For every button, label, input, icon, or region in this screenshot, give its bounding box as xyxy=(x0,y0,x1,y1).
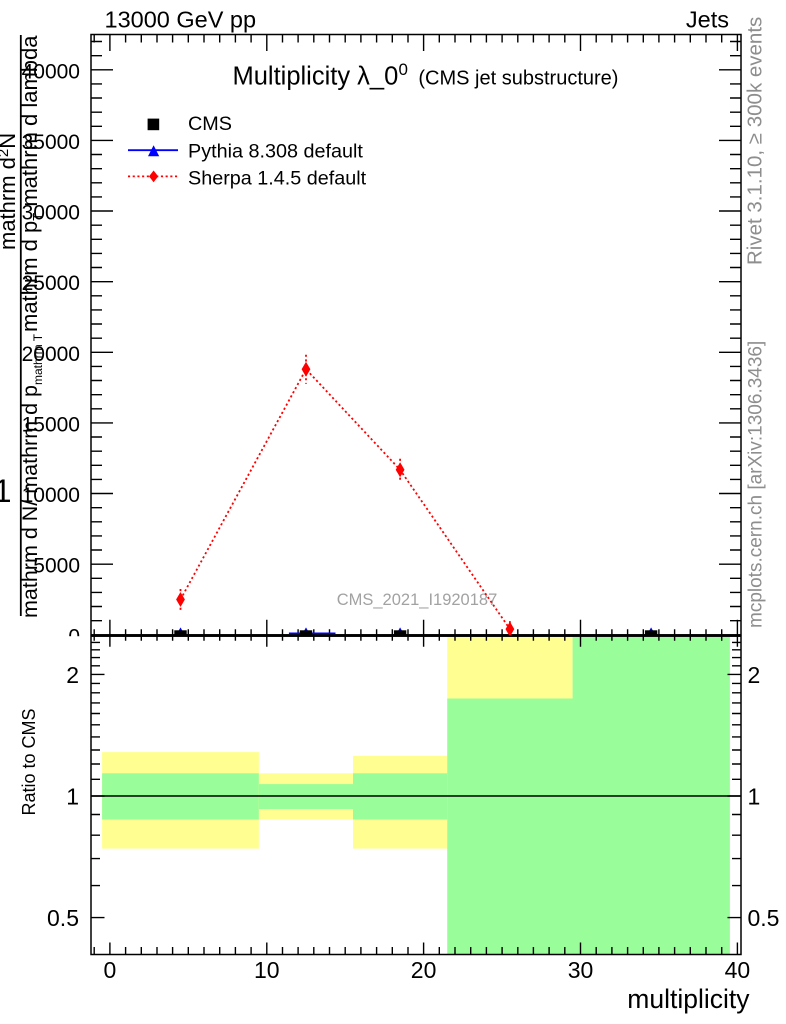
svg-text:10000: 10000 xyxy=(22,484,80,507)
svg-text:2: 2 xyxy=(748,662,761,688)
svg-text:13000 GeV pp: 13000 GeV pp xyxy=(105,7,257,33)
svg-text:Sherpa 1.4.5 default: Sherpa 1.4.5 default xyxy=(188,167,367,189)
svg-text:CMS_2021_I1920187: CMS_2021_I1920187 xyxy=(337,591,498,609)
svg-text:mathrm d pT mathrm d lambda: mathrm d pT mathrm d lambda xyxy=(17,35,45,332)
svg-text:5000: 5000 xyxy=(33,555,80,578)
svg-text:CMS: CMS xyxy=(188,113,232,135)
svg-text:25000: 25000 xyxy=(22,272,80,295)
svg-text:Ratio to CMS: Ratio to CMS xyxy=(19,708,39,815)
svg-text:multiplicity: multiplicity xyxy=(627,984,750,1014)
svg-text:10: 10 xyxy=(254,957,280,983)
svg-text:0: 0 xyxy=(399,60,408,79)
svg-text:Multiplicity λ_0: Multiplicity λ_0 xyxy=(233,63,399,91)
svg-text:Pythia 8.308 default: Pythia 8.308 default xyxy=(188,140,363,162)
svg-text:40: 40 xyxy=(725,957,751,983)
svg-text:2: 2 xyxy=(66,662,79,688)
svg-text:20000: 20000 xyxy=(22,343,80,366)
svg-text:40000: 40000 xyxy=(22,60,80,83)
svg-text:1: 1 xyxy=(66,784,79,810)
svg-text:30000: 30000 xyxy=(22,202,80,225)
svg-text:20: 20 xyxy=(411,957,437,983)
svg-text:30: 30 xyxy=(568,957,594,983)
svg-text:0.5: 0.5 xyxy=(47,905,79,931)
svg-text:15000: 15000 xyxy=(22,413,80,436)
svg-text:1: 1 xyxy=(0,473,12,509)
svg-text:Rivet 3.1.10, ≥ 300k events: Rivet 3.1.10, ≥ 300k events xyxy=(744,17,767,265)
svg-text:0.5: 0.5 xyxy=(748,905,780,931)
svg-text:35000: 35000 xyxy=(22,131,80,154)
svg-text:mathrm d2N: mathrm d2N xyxy=(0,133,20,250)
svg-text:(CMS jet substructure): (CMS jet substructure) xyxy=(418,68,618,90)
svg-text:Jets: Jets xyxy=(686,7,729,33)
svg-text:mcplots.cern.ch [arXiv:1306.34: mcplots.cern.ch [arXiv:1306.3436] xyxy=(746,341,767,628)
svg-text:1: 1 xyxy=(748,784,761,810)
svg-text:0: 0 xyxy=(104,957,117,983)
